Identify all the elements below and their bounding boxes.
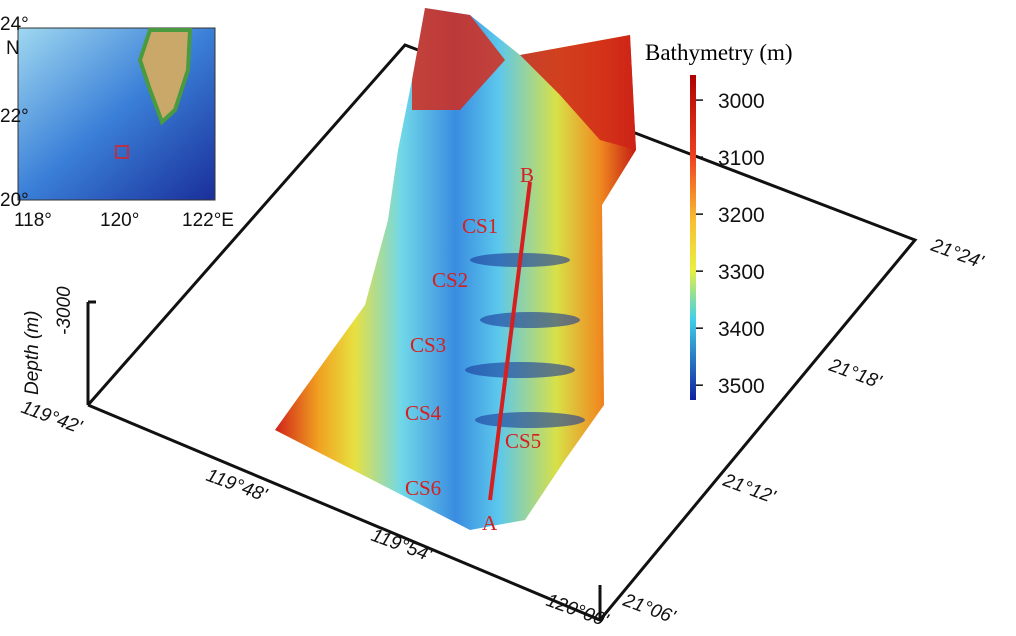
profile-end: B xyxy=(520,163,534,187)
lat-label: 21°12' xyxy=(719,470,779,509)
box xyxy=(86,43,918,622)
terrain-ridge xyxy=(412,8,505,110)
canyon-label: CS5 xyxy=(505,429,541,453)
colorbar: Bathymetry (m) 3000 3100 3200 3300 3400 3500 xyxy=(645,40,793,400)
canyon-label: CS1 xyxy=(462,214,498,238)
inset-lat: 22° xyxy=(0,106,29,127)
inset-lon: 118° xyxy=(14,210,52,231)
lat-label: 21°24' xyxy=(927,235,987,274)
colorbar-tick-label: 3300 xyxy=(718,261,765,284)
colorbar-tick-label: 3100 xyxy=(718,147,765,170)
study-area xyxy=(115,145,129,159)
canyon-label: CS2 xyxy=(432,268,468,292)
lon-label: 120°00' xyxy=(543,590,612,632)
taiwan xyxy=(137,28,193,126)
colorbar-tick-label: 3400 xyxy=(718,318,765,341)
colorbar-tick-label: 3200 xyxy=(718,204,765,227)
terrain-ridge xyxy=(520,35,636,150)
inset-lon: 122°E xyxy=(182,210,234,231)
profile-start: A xyxy=(482,511,498,535)
inset-north: N xyxy=(6,38,20,59)
colorbar-title: Bathymetry (m) xyxy=(645,40,793,65)
inset-map: 24° N 22° 20° 118° 120° 122°E xyxy=(0,14,234,231)
colorbar-bar xyxy=(690,75,696,400)
lat-label: 21°18' xyxy=(825,355,885,394)
lat-label: 21°06' xyxy=(619,590,679,629)
colorbar-tick-label: 3000 xyxy=(718,90,765,113)
canyon-label: CS6 xyxy=(405,476,441,500)
lon-label: 119°42' xyxy=(18,397,85,439)
colorbar-tick-label: 3500 xyxy=(718,375,765,398)
inset-lat: 20° xyxy=(0,190,29,211)
inset-lon: 120° xyxy=(100,210,139,231)
canyon-label: CS4 xyxy=(405,401,442,425)
canyon-label: CS3 xyxy=(410,333,446,357)
profile-line xyxy=(488,181,532,501)
depth-tick-label: -3000 xyxy=(54,286,75,335)
lon-label: 119°48' xyxy=(203,465,270,507)
lon-label: 119°54' xyxy=(368,525,435,567)
depth-label: Depth (m) xyxy=(22,311,43,395)
box-edges xyxy=(86,43,918,622)
bathymetry-surface xyxy=(275,8,636,530)
inset-lat: 24° xyxy=(0,14,29,35)
